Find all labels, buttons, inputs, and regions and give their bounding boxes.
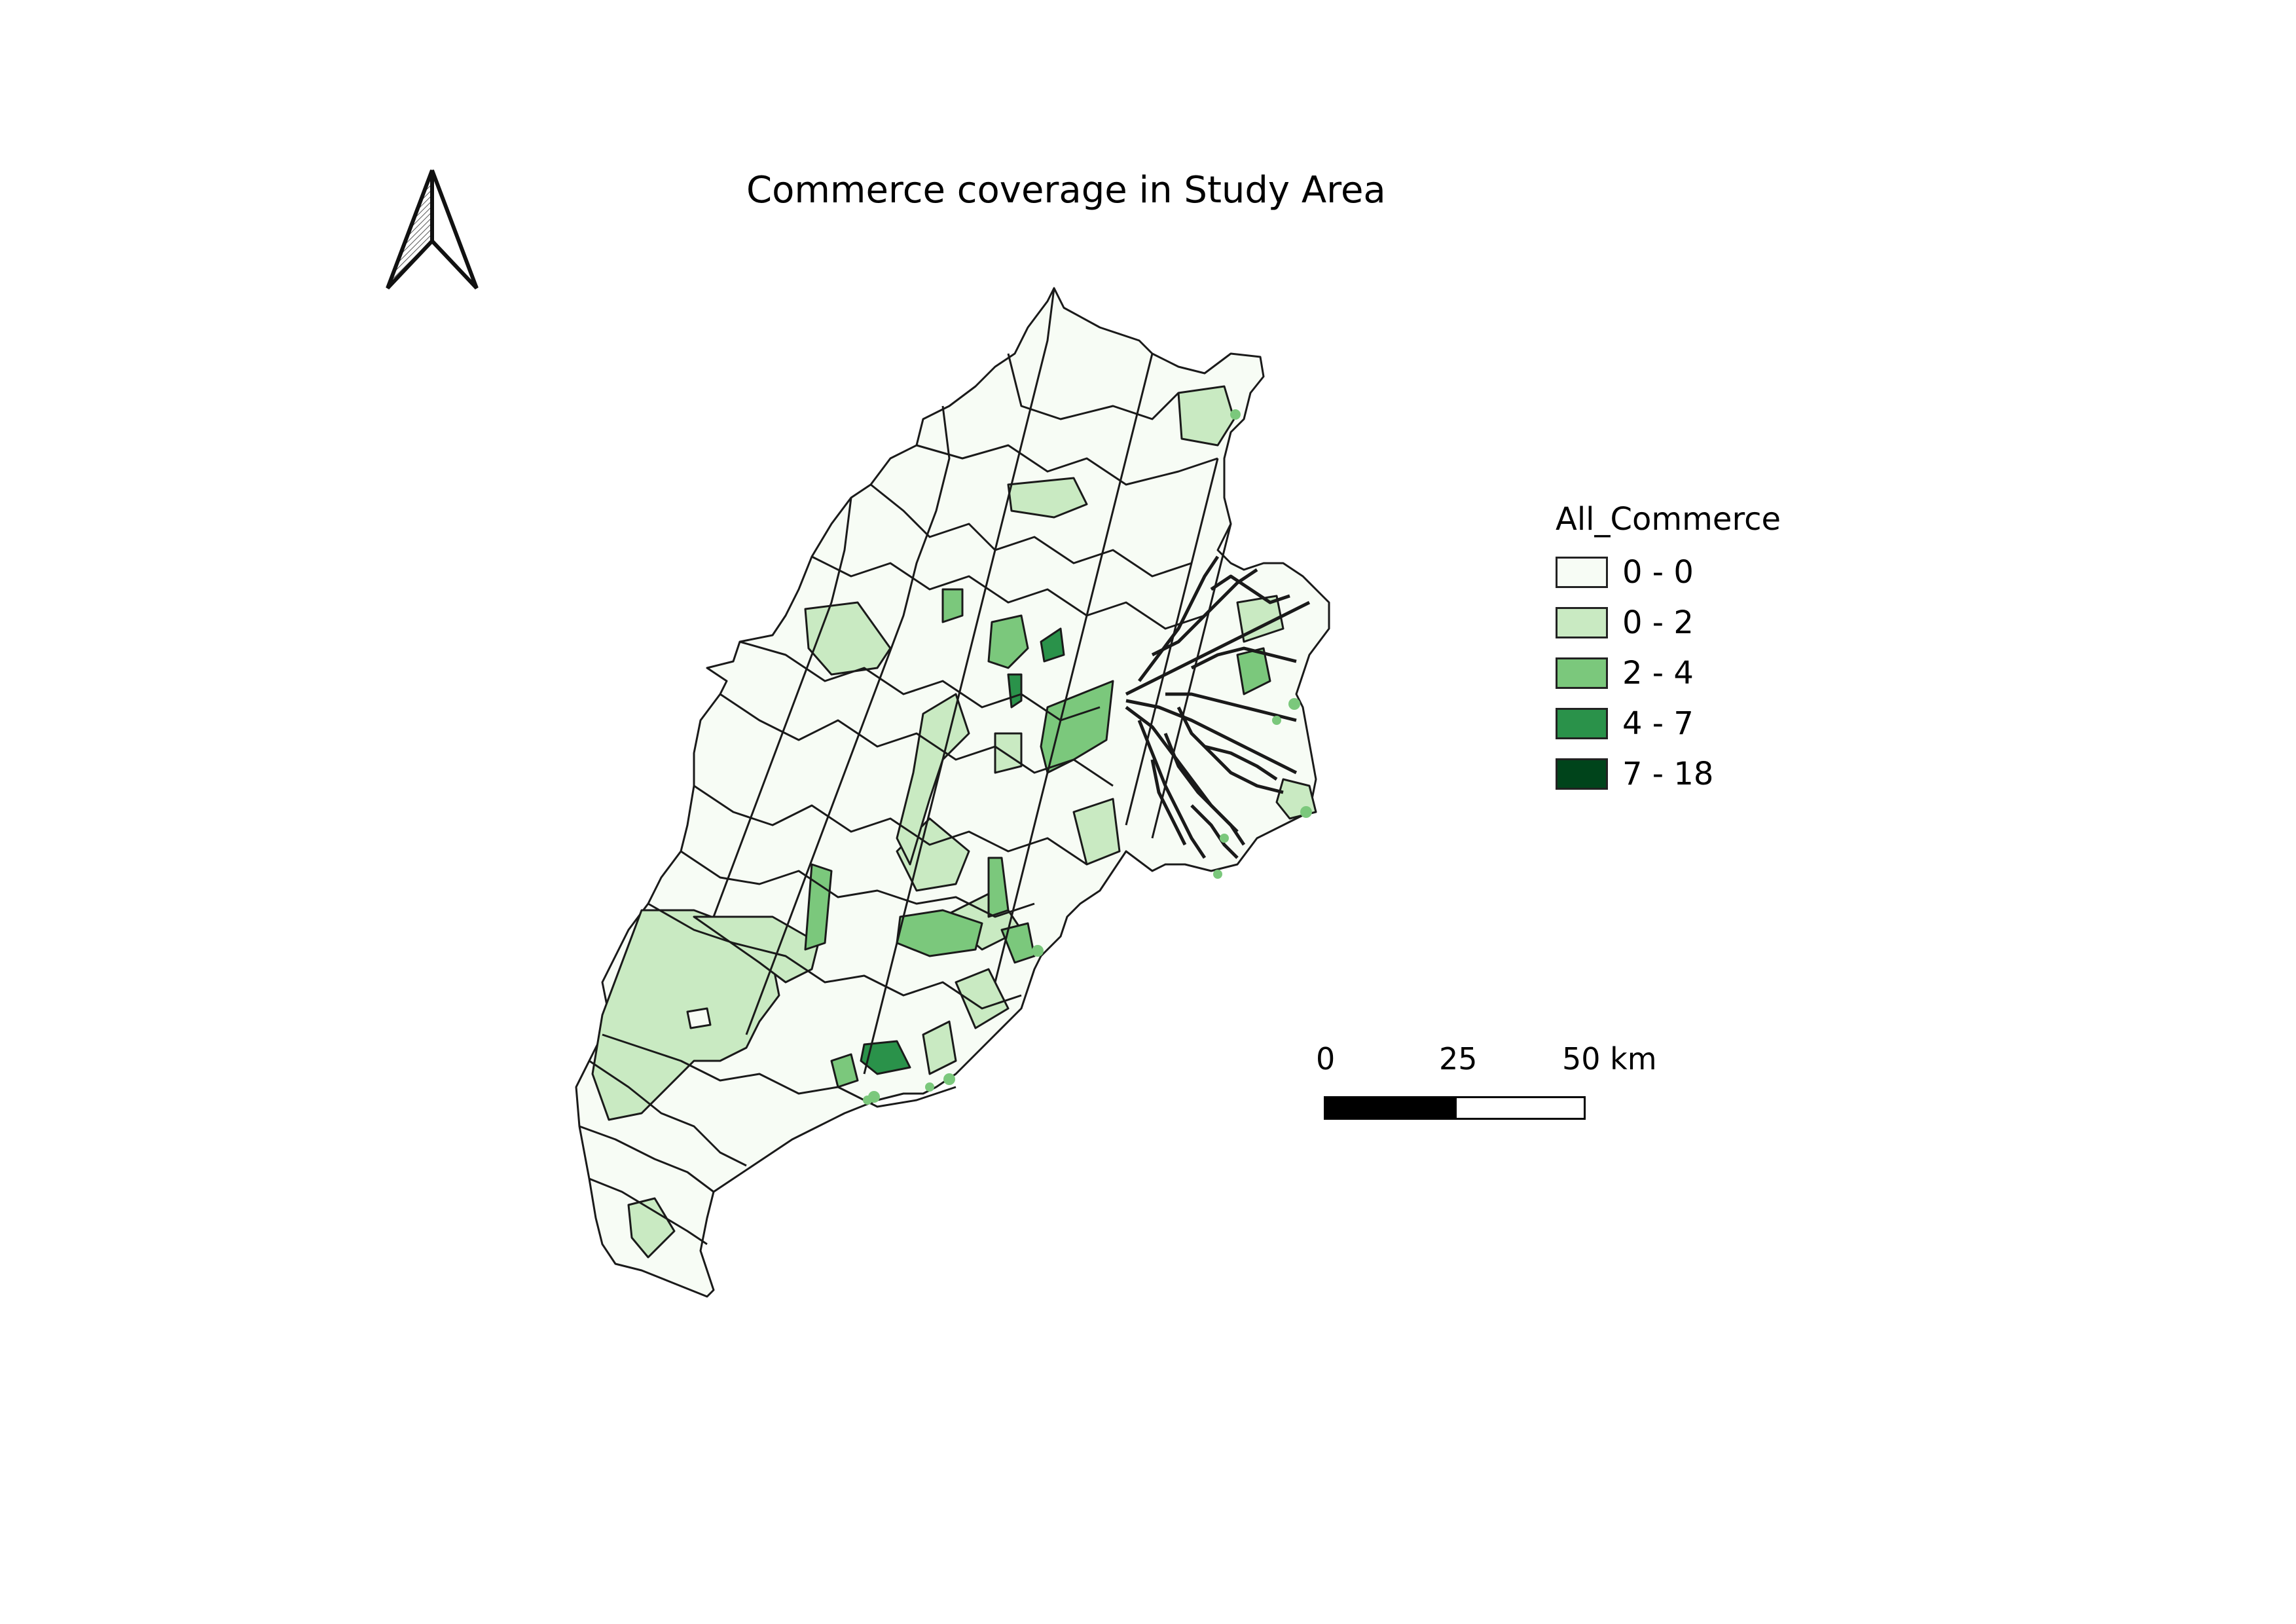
- legend-swatch: [1556, 707, 1608, 739]
- legend-item: 0 - 0: [1556, 547, 1781, 597]
- map-region: [987, 614, 1029, 669]
- north-arrow-icon: [386, 169, 479, 290]
- region-boundary: [589, 1060, 747, 1167]
- region-boundary: [1176, 706, 1284, 794]
- map-region: [1072, 798, 1121, 866]
- region-boundary: [1125, 600, 1311, 696]
- region-boundary: [1125, 699, 1298, 775]
- legend-item: 4 - 7: [1556, 698, 1781, 748]
- legend-label: 4 - 7: [1622, 705, 1694, 742]
- region-boundary: [739, 640, 1101, 722]
- map-region: [860, 1040, 911, 1075]
- legend-label: 0 - 2: [1622, 604, 1694, 641]
- map-region: [1177, 385, 1235, 447]
- legend-label: 7 - 18: [1622, 755, 1714, 792]
- coastal-point: [1288, 698, 1300, 710]
- legend-label: 0 - 0: [1622, 553, 1694, 591]
- study-area-outline: [575, 287, 1330, 1298]
- map-region: [1000, 922, 1036, 964]
- region-boundary: [916, 444, 1218, 486]
- region-boundary: [720, 693, 1114, 787]
- legend-swatch: [1556, 606, 1608, 638]
- region-boundary: [1138, 555, 1220, 682]
- region-boundary: [602, 1033, 957, 1108]
- map-region: [804, 601, 892, 676]
- legend-swatch: [1556, 758, 1608, 790]
- coastal-point: [1213, 870, 1222, 879]
- map-region: [830, 1053, 859, 1088]
- region-boundary: [811, 555, 1205, 630]
- scale-label-50km: 50 km: [1562, 1041, 1657, 1077]
- coastal-point: [1300, 806, 1312, 818]
- legend-item: 7 - 18: [1556, 748, 1781, 799]
- map-region: [1040, 627, 1065, 663]
- scale-segment-white: [1455, 1096, 1586, 1120]
- coastal-point: [1230, 409, 1241, 420]
- scale-segment-black: [1324, 1096, 1455, 1120]
- map-region: [804, 863, 833, 951]
- coastal-point: [1272, 716, 1281, 725]
- map-region: [1007, 673, 1023, 709]
- legend-swatch: [1556, 657, 1608, 689]
- region-boundary: [647, 902, 1022, 1010]
- map-region: [896, 693, 970, 866]
- legend: All_Commerce 0 - 0 0 - 2 2 - 4 4 - 7 7 -…: [1556, 501, 1781, 799]
- map-region: [941, 588, 964, 623]
- scale-label-0: 0: [1316, 1041, 1336, 1077]
- region-boundary: [1150, 759, 1187, 846]
- region-boundary: [1190, 804, 1239, 859]
- map-region: [994, 732, 1023, 774]
- map-region: [686, 1007, 712, 1029]
- region-boundary: [1151, 568, 1258, 657]
- legend-item: 2 - 4: [1556, 648, 1781, 698]
- map-region: [1007, 477, 1088, 519]
- region-boundary: [589, 1177, 708, 1246]
- legend-swatch: [1556, 556, 1608, 588]
- legend-item: 0 - 2: [1556, 597, 1781, 648]
- region-boundary: [680, 850, 1035, 918]
- region-boundary: [994, 353, 1154, 983]
- coastal-point: [925, 1082, 934, 1092]
- region-boundary: [1210, 574, 1290, 604]
- region-boundary: [712, 497, 852, 917]
- coastal-point: [863, 1096, 872, 1105]
- region-boundary: [1165, 692, 1297, 722]
- coastal-point: [943, 1073, 955, 1085]
- map-region: [955, 968, 1010, 1029]
- region-boundary: [693, 784, 1087, 866]
- region-boundary: [579, 1125, 714, 1193]
- region-boundary: [1125, 458, 1219, 826]
- scale-label-25: 25: [1439, 1041, 1478, 1077]
- region-boundary: [1137, 720, 1207, 859]
- coastal-point: [1220, 834, 1229, 843]
- map-region: [987, 857, 1010, 918]
- region-boundary: [745, 405, 951, 1035]
- legend-title: All_Commerce: [1556, 501, 1781, 538]
- legend-label: 2 - 4: [1622, 654, 1694, 692]
- region-boundary: [1190, 646, 1297, 670]
- map-region: [922, 1020, 957, 1075]
- region-boundary: [870, 483, 1192, 578]
- region-boundary: [1204, 745, 1278, 781]
- region-boundary: [1163, 733, 1239, 833]
- scale-bar: 0 25 50 km: [1316, 1041, 1657, 1133]
- map-region: [627, 1197, 676, 1259]
- region-boundary: [863, 287, 1055, 1075]
- coastal-point: [1032, 945, 1044, 957]
- map-title: Commerce coverage in Study Area: [746, 169, 1386, 212]
- region-boundary: [1007, 353, 1180, 420]
